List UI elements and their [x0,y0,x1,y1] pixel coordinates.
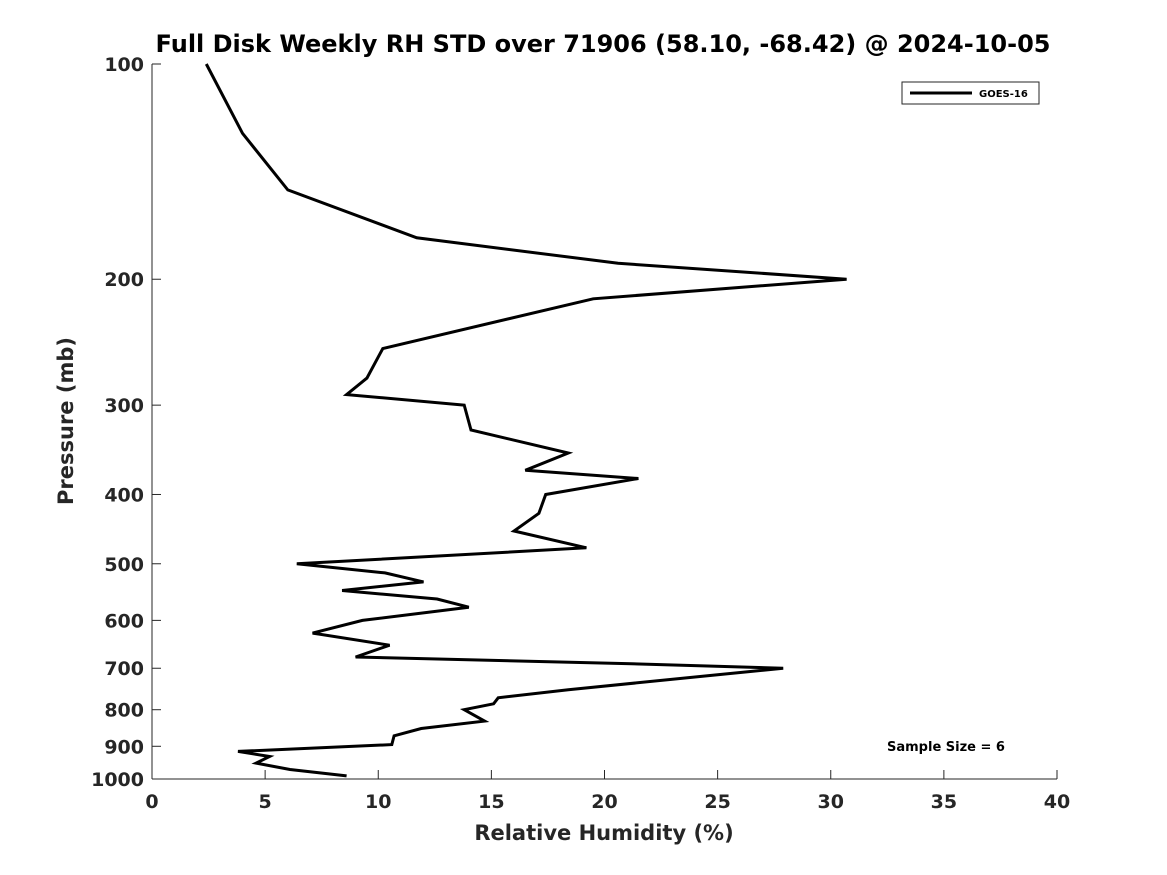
x-tick-label: 10 [365,791,391,813]
x-ticks: 0 5 10 15 20 25 30 35 40 [145,770,1070,813]
y-tick-label: 600 [104,610,144,632]
x-tick-label: 15 [478,791,504,813]
x-tick-label: 40 [1044,791,1070,813]
x-tick-label: 25 [704,791,730,813]
y-tick-label: 100 [104,54,144,76]
sample-size-annotation: Sample Size = 6 [887,740,1005,755]
y-tick-label: 400 [104,484,144,506]
x-tick-label: 0 [145,791,158,813]
y-tick-label: 900 [104,736,144,758]
y-tick-label: 800 [104,700,144,722]
x-tick-label: 5 [259,791,272,813]
y-tick-label: 200 [104,269,144,291]
x-tick-label: 35 [931,791,957,813]
x-tick-label: 30 [818,791,844,813]
chart-title: Full Disk Weekly RH STD over 71906 (58.1… [156,30,1051,58]
y-ticks: 100 200 300 400 500 600 700 800 900 1000 [91,54,161,791]
plot-area: 0 5 10 15 20 25 30 35 40 100 200 300 400 500 600 700 80… [91,54,1070,813]
y-axis-label: Pressure (mb) [54,337,78,505]
series-line-goes-16 [204,63,847,778]
legend: GOES-16 [901,81,1040,105]
legend-label-goes-16: GOES-16 [979,89,1028,100]
y-tick-label: 500 [104,554,144,576]
series-layer [204,63,847,778]
y-tick-label: 700 [104,658,144,680]
x-axis-label: Relative Humidity (%) [474,821,733,845]
y-tick-label: 1000 [91,769,144,791]
x-tick-label: 20 [591,791,617,813]
y-tick-label: 300 [104,395,144,417]
